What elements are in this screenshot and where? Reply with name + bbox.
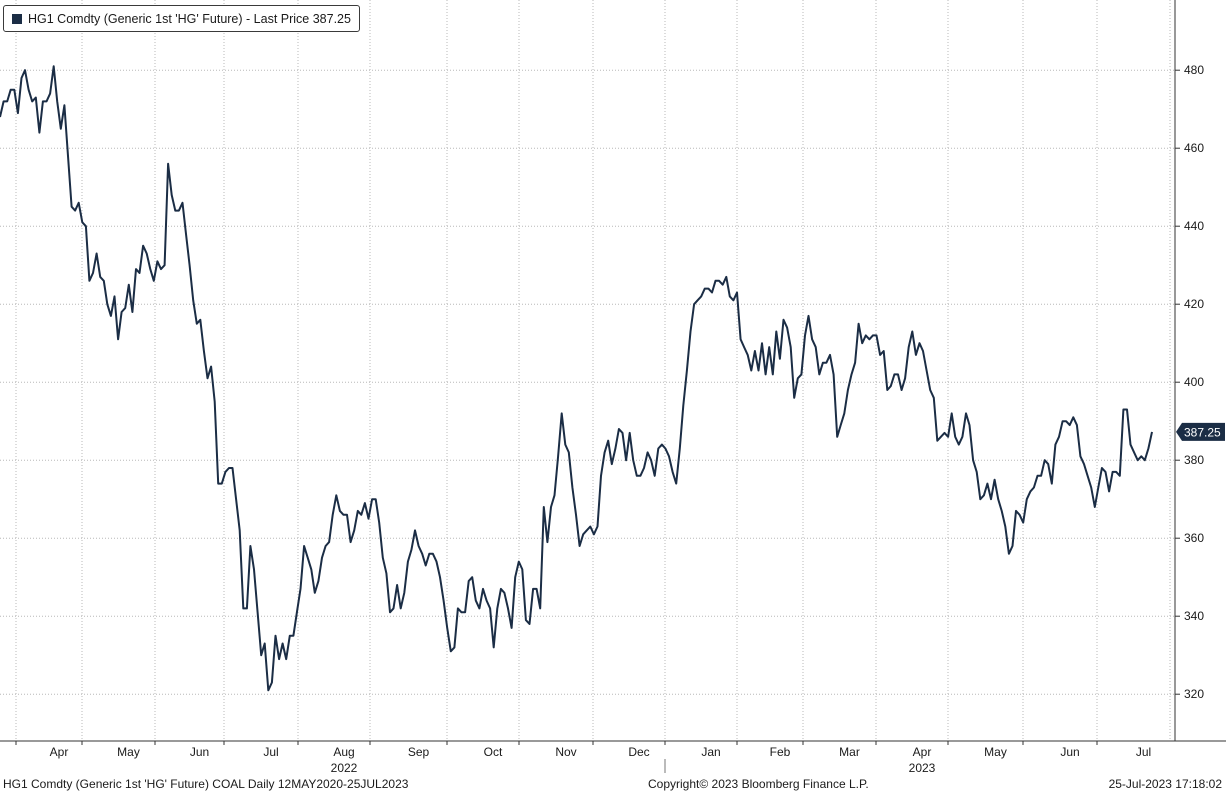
series-layer [0,65,1153,692]
legend-label: HG1 Comdty (Generic 1st 'HG' Future) - L… [28,11,351,26]
last-price-badge: 387.25 [1176,422,1225,441]
y-tick-label: 400 [1184,375,1204,389]
axis-labels: 320 340 360 380 400 420 440 460 480 Apr May Jun Jul A… [50,63,1225,775]
year-label: 2022 [331,761,358,775]
price-series-line [0,65,1153,692]
x-tick-label: Jan [701,745,720,759]
last-price-value: 387.25 [1184,425,1221,439]
x-tick-label: Feb [770,745,791,759]
x-tick-label: Jun [190,745,209,759]
x-tick-label: Nov [555,745,576,759]
x-tick-label: Mar [839,745,860,759]
y-tick-label: 340 [1184,609,1204,623]
x-tick-label: Jun [1060,745,1079,759]
y-tick-label: 420 [1184,297,1204,311]
x-tick-label: Sep [408,745,430,759]
year-label: 2023 [909,761,936,775]
x-tick-label: Jul [263,745,278,759]
y-tick-label: 360 [1184,531,1204,545]
grid-lines [0,0,1175,741]
x-tick-label: May [984,745,1007,759]
legend-swatch [12,13,22,24]
x-tick-label: Apr [50,745,69,759]
x-tick-label: Apr [913,745,932,759]
footer-ticker-info: HG1 Comdty (Generic 1st 'HG' Future) COA… [3,777,409,791]
x-tick-label: Oct [484,745,503,759]
y-tick-label: 380 [1184,453,1204,467]
y-tick-label: 440 [1184,219,1204,233]
x-tick-label: May [117,745,140,759]
y-tick-label: 480 [1184,63,1204,77]
x-tick-label: Jul [1136,745,1151,759]
axes [0,0,1226,773]
footer-copyright: Copyright© 2023 Bloomberg Finance L.P. [648,777,869,791]
y-tick-label: 460 [1184,141,1204,155]
footer-timestamp: 25-Jul-2023 17:18:02 [1108,777,1222,791]
legend: HG1 Comdty (Generic 1st 'HG' Future) - L… [3,5,360,32]
x-tick-label: Dec [628,745,649,759]
y-tick-label: 320 [1184,687,1204,701]
last-price-badge-shape [1176,422,1225,441]
x-tick-label: Aug [333,745,354,759]
